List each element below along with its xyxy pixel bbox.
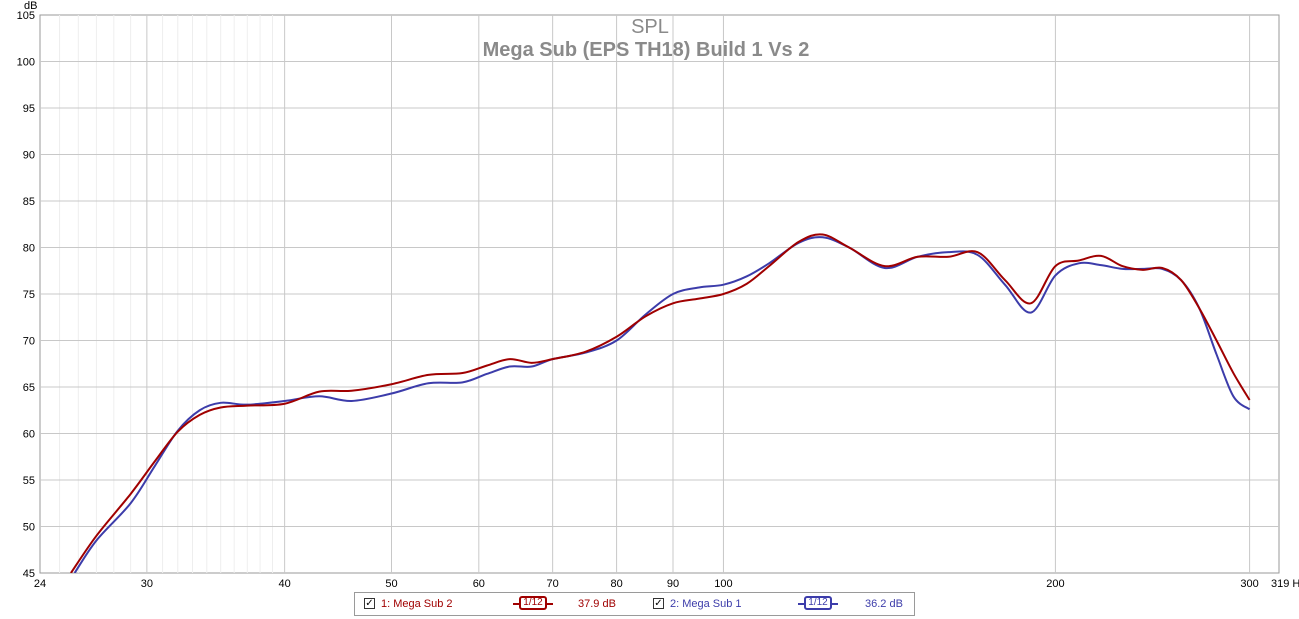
grid <box>40 15 1279 573</box>
series-layer <box>70 233 1251 573</box>
y-tick-label-10: 95 <box>23 103 35 115</box>
x-tick-label-11: 319 Hz <box>1271 578 1299 590</box>
legend: ✓ 1: Mega Sub 2 1/12 37.9 dB ✓ 2: Mega S… <box>354 592 915 616</box>
y-tick-label-1: 50 <box>23 522 35 534</box>
series-1-checkbox[interactable]: ✓ <box>364 598 375 609</box>
x-tick-label-1: 30 <box>141 578 153 590</box>
series-2-checkbox[interactable]: ✓ <box>653 598 664 609</box>
series-1-value: 37.9 dB <box>578 598 616 610</box>
x-tick-label-4: 60 <box>473 578 485 590</box>
legend-entry-series-2[interactable]: ✓ 2: Mega Sub 1 1/12 36.2 dB <box>652 593 912 615</box>
y-axis-label: dB <box>24 0 37 12</box>
y-tick-label-12: 105 <box>17 10 35 22</box>
chart-subtitle: Mega Sub (EPS TH18) Build 1 Vs 2 <box>483 39 810 61</box>
y-tick-label-8: 85 <box>23 196 35 208</box>
y-tick-label-0: 45 <box>23 568 35 580</box>
y-tick-label-4: 65 <box>23 382 35 394</box>
x-tick-label-0: 24 <box>34 578 46 590</box>
x-tick-label-6: 80 <box>610 578 622 590</box>
legend-entry-series-1[interactable]: ✓ 1: Mega Sub 2 1/12 37.9 dB <box>363 593 643 615</box>
x-tick-label-10: 300 <box>1240 578 1258 590</box>
y-tick-label-2: 55 <box>23 475 35 487</box>
x-tick-labels: 24 30 40 50 60 70 80 90 100 200 300 319 Hz <box>34 578 1299 590</box>
y-tick-label-9: 90 <box>23 150 35 162</box>
y-tick-label-3: 60 <box>23 429 35 441</box>
x-tick-label-5: 70 <box>547 578 559 590</box>
chart-title: SPL <box>631 16 669 38</box>
x-tick-label-2: 40 <box>279 578 291 590</box>
x-tick-label-8: 100 <box>714 578 732 590</box>
y-tick-label-7: 80 <box>23 243 35 255</box>
series-2-smoothing-button[interactable]: 1/12 <box>804 596 832 610</box>
y-tick-labels: 45 50 55 60 65 70 75 80 85 90 95 100 105 <box>17 10 35 580</box>
spl-chart: 24 30 40 50 60 70 80 90 100 200 300 319 Hz 45 50 55 60… <box>17 0 1299 590</box>
y-tick-label-6: 75 <box>23 289 35 301</box>
y-tick-label-5: 70 <box>23 336 35 348</box>
series-1-name: 1: Mega Sub 2 <box>381 598 453 610</box>
series-line-2 <box>73 236 1251 573</box>
series-1-smoothing-button[interactable]: 1/12 <box>519 596 547 610</box>
y-tick-label-11: 100 <box>17 57 35 69</box>
x-tick-label-3: 50 <box>385 578 397 590</box>
series-2-name: 2: Mega Sub 1 <box>670 598 742 610</box>
x-tick-label-7: 90 <box>667 578 679 590</box>
series-line-1 <box>70 233 1251 573</box>
series-2-value: 36.2 dB <box>865 598 903 610</box>
x-tick-label-9: 200 <box>1046 578 1064 590</box>
